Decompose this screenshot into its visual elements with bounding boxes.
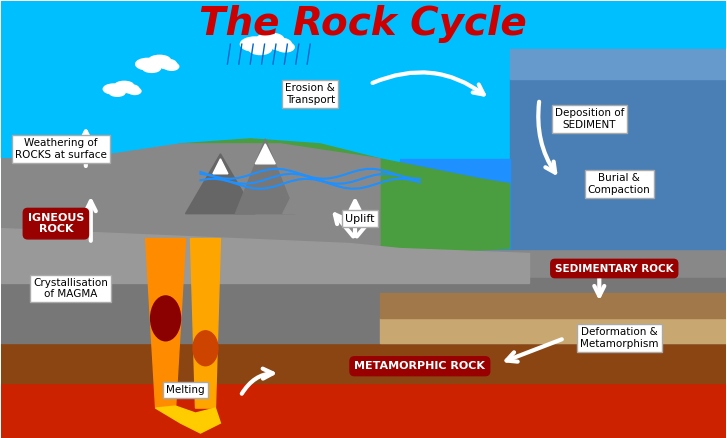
Polygon shape bbox=[283, 159, 337, 214]
Text: The Rock Cycle: The Rock Cycle bbox=[199, 5, 527, 43]
Text: Uplift: Uplift bbox=[345, 214, 374, 224]
Polygon shape bbox=[380, 293, 726, 318]
Polygon shape bbox=[1, 159, 726, 343]
Ellipse shape bbox=[241, 37, 270, 51]
Ellipse shape bbox=[257, 33, 284, 45]
Polygon shape bbox=[300, 293, 726, 333]
Polygon shape bbox=[1, 229, 529, 283]
Ellipse shape bbox=[115, 81, 134, 90]
Polygon shape bbox=[236, 139, 295, 214]
Polygon shape bbox=[1, 333, 726, 383]
Ellipse shape bbox=[136, 58, 160, 70]
Text: Erosion &
Transport: Erosion & Transport bbox=[285, 83, 335, 105]
Polygon shape bbox=[510, 79, 726, 248]
Ellipse shape bbox=[129, 88, 141, 95]
Text: Deposition of
SEDIMENT: Deposition of SEDIMENT bbox=[555, 108, 624, 130]
Polygon shape bbox=[400, 159, 510, 248]
Ellipse shape bbox=[193, 331, 218, 366]
Text: Deformation &
Metamorphism: Deformation & Metamorphism bbox=[580, 328, 659, 349]
Ellipse shape bbox=[269, 38, 292, 50]
Text: METAMORPHIC ROCK: METAMORPHIC ROCK bbox=[354, 361, 485, 371]
Ellipse shape bbox=[142, 64, 161, 72]
Ellipse shape bbox=[276, 42, 294, 52]
Text: Melting: Melting bbox=[166, 385, 205, 395]
Ellipse shape bbox=[158, 59, 177, 69]
Ellipse shape bbox=[164, 63, 179, 71]
Text: Crystallisation
of MAGMA: Crystallisation of MAGMA bbox=[33, 278, 108, 299]
Polygon shape bbox=[1, 144, 380, 279]
Ellipse shape bbox=[150, 296, 180, 341]
Ellipse shape bbox=[124, 85, 139, 93]
Polygon shape bbox=[190, 239, 220, 408]
Polygon shape bbox=[213, 159, 228, 174]
Text: IGNEOUS
ROCK: IGNEOUS ROCK bbox=[28, 213, 84, 234]
Polygon shape bbox=[380, 318, 726, 343]
Polygon shape bbox=[510, 49, 726, 79]
Polygon shape bbox=[156, 406, 220, 433]
Ellipse shape bbox=[109, 89, 125, 96]
Ellipse shape bbox=[249, 44, 271, 55]
Polygon shape bbox=[255, 144, 276, 164]
Polygon shape bbox=[185, 154, 255, 214]
Text: SEDIMENTARY ROCK: SEDIMENTARY ROCK bbox=[555, 264, 674, 273]
Polygon shape bbox=[1, 279, 726, 343]
Polygon shape bbox=[81, 139, 510, 254]
Ellipse shape bbox=[103, 84, 124, 94]
Text: Weathering of
ROCKS at surface: Weathering of ROCKS at surface bbox=[15, 138, 107, 160]
Polygon shape bbox=[1, 378, 726, 438]
Ellipse shape bbox=[149, 55, 170, 65]
Text: Burial &
Compaction: Burial & Compaction bbox=[588, 173, 651, 194]
Polygon shape bbox=[145, 239, 185, 408]
